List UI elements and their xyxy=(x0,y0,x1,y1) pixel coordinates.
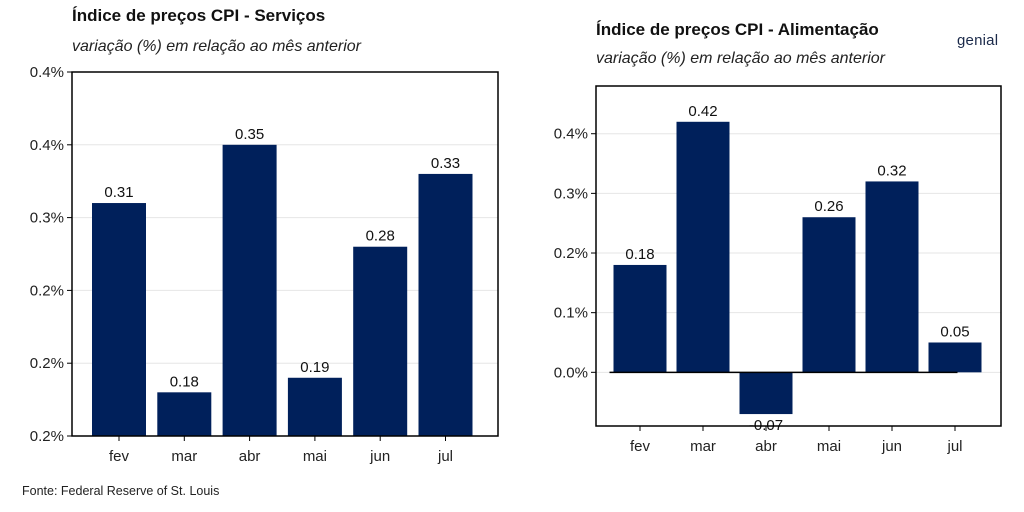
bar-mai xyxy=(287,377,342,436)
y-tick-label: 0.4% xyxy=(554,126,588,143)
y-tick-label: 0.3% xyxy=(554,185,588,202)
genial-logo: genial xyxy=(957,32,998,49)
data-label-jul: 0.05 xyxy=(940,323,969,340)
x-tick-label: mar xyxy=(171,448,197,465)
logo-text: genial xyxy=(957,32,999,49)
x-tick-label: jun xyxy=(881,438,902,455)
x-tick-label: mai xyxy=(303,448,327,465)
data-label-fev: 0.18 xyxy=(625,246,654,263)
bar-jul xyxy=(418,173,473,437)
source-note: Fonte: Federal Reserve of St. Louis xyxy=(22,484,220,498)
bar-chart-servicos: 0.2% 0.2% 0.2% 0.3% 0.4% 0.4% 0.31 fev 0.18 mar 0.… xyxy=(30,64,499,465)
y-tick-label: 0.2% xyxy=(554,245,588,262)
chart-subtitle-alimentacao: variação (%) em relação ao mês anterior xyxy=(596,50,886,67)
data-label-jun: 0.28 xyxy=(366,228,395,245)
x-tick-label: fev xyxy=(630,438,651,455)
chart-title-alimentacao: Índice de preços CPI - Alimentação xyxy=(596,20,879,39)
y-tick-label: 0.4% xyxy=(30,64,64,81)
bar-abr xyxy=(222,144,277,437)
y-tick-label: 0.3% xyxy=(30,210,64,227)
x-tick-label: mar xyxy=(690,438,716,455)
plot-border xyxy=(71,71,499,437)
x-tick-label: mai xyxy=(817,438,841,455)
bar-abr xyxy=(739,372,793,415)
data-label-abr: 0.35 xyxy=(235,126,264,143)
y-tick-label: 0.4% xyxy=(30,137,64,154)
y-tick-label: 0.2% xyxy=(30,355,64,372)
bar-mai xyxy=(802,217,856,373)
data-label-jun: 0.32 xyxy=(877,162,906,179)
bar-jun xyxy=(353,246,408,436)
bar-jul xyxy=(928,342,982,373)
y-tick-label: 0.1% xyxy=(554,305,588,322)
x-tick-label: abr xyxy=(755,438,777,455)
x-tick-label: jun xyxy=(369,448,390,465)
data-label-mai: 0.19 xyxy=(300,359,329,376)
x-tick-label: jul xyxy=(946,438,962,455)
y-tick-label: 0.2% xyxy=(30,282,64,299)
bar-jun xyxy=(865,181,919,373)
data-label-fev: 0.31 xyxy=(104,184,133,201)
x-tick-label: abr xyxy=(239,448,261,465)
x-tick-label: fev xyxy=(109,448,130,465)
bar-fev xyxy=(92,203,146,436)
bar-mar xyxy=(676,121,730,373)
y-tick-label: 0.0% xyxy=(554,364,588,381)
data-label-jul: 0.33 xyxy=(431,155,460,172)
bar-fev xyxy=(613,264,667,373)
data-label-mar: 0.42 xyxy=(688,103,717,120)
data-label-mai: 0.26 xyxy=(814,198,843,215)
bar-mar xyxy=(157,392,212,436)
data-label-mar: 0.18 xyxy=(170,373,199,390)
chart-title-servicos: Índice de preços CPI - Serviços xyxy=(72,6,326,25)
plot-border xyxy=(595,85,1002,427)
bar-chart-alimentacao: 0.0%0.1%0.2%0.3%0.4%0.18fev0.42mar-0.07a… xyxy=(554,85,1002,455)
y-tick-label: 0.2% xyxy=(30,428,64,445)
x-tick-label: jul xyxy=(437,448,453,465)
chart-subtitle-servicos: variação (%) em relação ao mês anterior xyxy=(72,38,362,55)
